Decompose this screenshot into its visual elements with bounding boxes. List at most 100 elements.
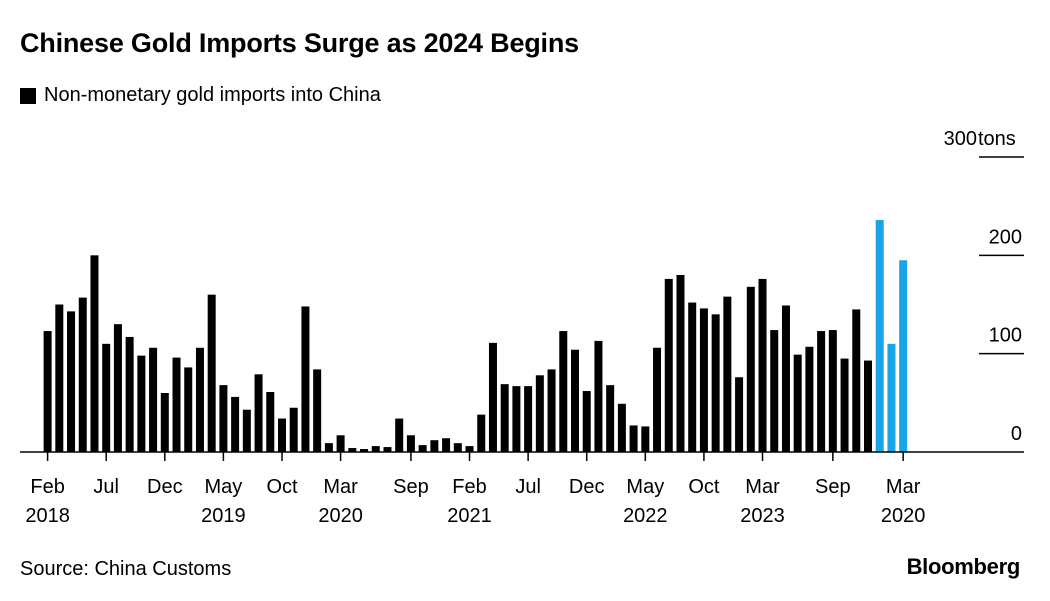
bar [559,331,568,452]
bar [266,392,275,452]
bar [360,449,369,452]
bar [594,340,603,452]
bar [828,330,837,452]
bar [336,435,345,452]
bar [477,414,486,452]
x-tick-label-month: Dec [147,476,183,498]
bar [406,435,415,452]
bar [735,377,744,452]
bar [864,360,872,452]
x-tick-label-month: May [626,476,664,498]
x-tick-label-month: Sep [393,476,429,498]
x-tick-label-month: Feb [30,476,64,498]
source-note: Source: China Customs [20,558,232,580]
bar [500,384,509,452]
bar [231,396,240,452]
bar [242,409,251,452]
chart-title: Chinese Gold Imports Surge as 2024 Begin… [20,28,579,58]
bar-highlight [899,260,908,452]
x-tick-label-month: May [205,476,243,498]
bar [172,357,181,452]
x-tick-label-month: Oct [266,476,298,498]
bar [289,407,298,452]
bar [676,275,685,452]
bar [653,347,662,452]
bar [641,426,650,452]
legend-label: Non-monetary gold imports into China [44,84,381,106]
bar [582,391,591,452]
x-tick-label-month: Jul [515,476,541,498]
bar [418,445,427,452]
y-tick-label-100: 100 [989,325,1022,347]
bar [102,343,111,452]
legend: Non-monetary gold imports into China [20,84,381,107]
bar [723,296,732,452]
bar [817,331,826,452]
bar [606,385,615,452]
bar [781,305,790,452]
bar [195,347,204,452]
x-tick-label-month: Mar [323,476,358,498]
bar [488,342,497,452]
bar [852,309,861,452]
bar [793,354,802,452]
bar [67,311,76,452]
y-tick-label-300: 300 [944,128,977,150]
bar [840,358,849,452]
y-tick-label-0: 0 [1011,423,1022,445]
bar [219,385,228,452]
x-tick-label-month: Oct [688,476,720,498]
x-tick-label-year: 2022 [623,505,668,527]
bar [301,306,310,452]
bar [535,375,544,452]
bar [313,369,322,452]
y-unit-label: tons [978,128,1016,150]
bar [442,438,451,452]
bar [207,294,216,452]
x-tick-label-year: 2020 [318,505,363,527]
x-tick-label-year: 2021 [447,505,492,527]
bar [688,302,697,452]
bar [371,446,380,452]
bar [664,278,673,452]
y-axis-gridlines [979,156,1024,355]
bar [395,418,404,452]
bar [113,324,122,452]
y-axis-labels: 0 100 200 300 tons [944,128,1022,445]
bar [629,425,638,452]
bar [184,367,193,452]
bar-highlight [887,343,896,452]
x-tick-label-month: Feb [452,476,486,498]
bar [758,278,767,452]
bar [125,336,134,452]
legend-swatch [20,87,36,104]
bar-highlight [875,219,884,452]
bar [746,286,755,452]
x-tick-label-year: 2019 [201,505,246,527]
x-tick-label-month: Dec [569,476,605,498]
bar [137,355,146,452]
bar [254,374,263,452]
x-axis: Feb 2018 Jul Dec May 2019 Oct Mar 2020 Sep Feb 2021… [20,451,1024,527]
x-tick-label-month: Mar [886,476,921,498]
bar [805,346,814,452]
bar-series [43,219,908,452]
bar [278,418,286,452]
bar [55,304,64,452]
bar [383,447,392,452]
bar [324,443,333,452]
bar [465,446,474,452]
bar [512,386,521,452]
bar [43,331,52,452]
bar [711,314,720,452]
x-tick-label-month: Mar [745,476,780,498]
x-tick-label-year: 2020 [881,505,926,527]
bar [453,443,462,452]
x-tick-label-year: 2023 [740,505,785,527]
bar [348,448,357,452]
bar [90,255,99,452]
x-tick-label-month: Sep [815,476,851,498]
bar [571,349,579,452]
bar [149,347,158,452]
y-tick-label-200: 200 [989,226,1022,248]
